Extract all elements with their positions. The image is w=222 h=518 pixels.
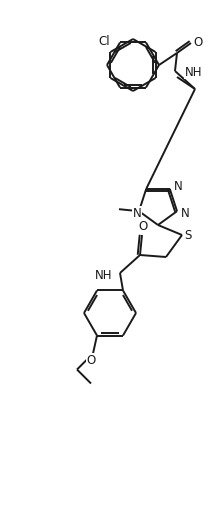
Text: NH: NH	[185, 65, 202, 79]
Text: O: O	[138, 220, 148, 233]
Text: O: O	[86, 354, 96, 367]
Text: N: N	[173, 180, 182, 193]
Text: N: N	[133, 207, 141, 220]
Text: N: N	[181, 207, 189, 220]
Text: Cl: Cl	[98, 35, 110, 48]
Text: S: S	[184, 228, 192, 241]
Text: O: O	[193, 36, 203, 49]
Text: NH: NH	[95, 268, 112, 281]
